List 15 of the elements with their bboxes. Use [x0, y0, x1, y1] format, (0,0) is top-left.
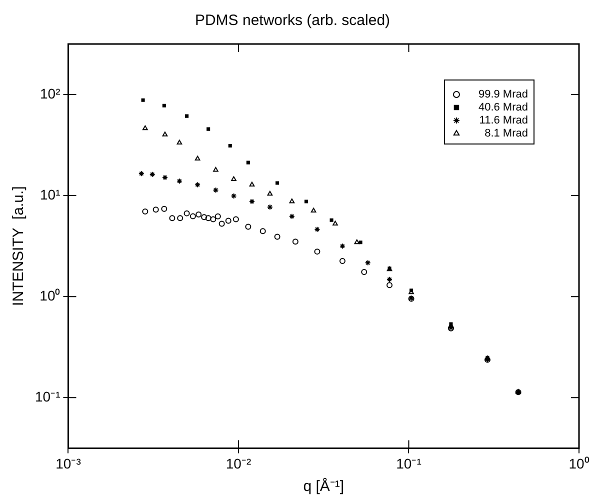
legend-label: 8.1 Mrad [484, 128, 528, 140]
x-tick-label: 10⁻² [226, 455, 252, 472]
y-axis-title: INTENSITY [a.u.] [10, 186, 28, 306]
y-tick-label: 10⁰ [40, 287, 60, 304]
y-tick-label: 10⁻¹ [35, 388, 61, 405]
y-tick-label: 10² [40, 85, 61, 102]
x-tick-label: 10⁻³ [56, 455, 82, 472]
legend-label: 40.6 Mrad [478, 102, 528, 114]
legend-label: 11.6 Mrad [479, 114, 528, 127]
y-tick-label: 10¹ [40, 186, 61, 202]
x-tick-label: 10⁻¹ [396, 455, 422, 472]
legend-label: 99.9 Mrad [478, 88, 528, 101]
x-axis-title: q [Å⁻¹] [303, 477, 344, 496]
chart-title: PDMS networks (arb. scaled) [194, 12, 390, 30]
x-tick-label: 10⁰ [568, 455, 590, 472]
